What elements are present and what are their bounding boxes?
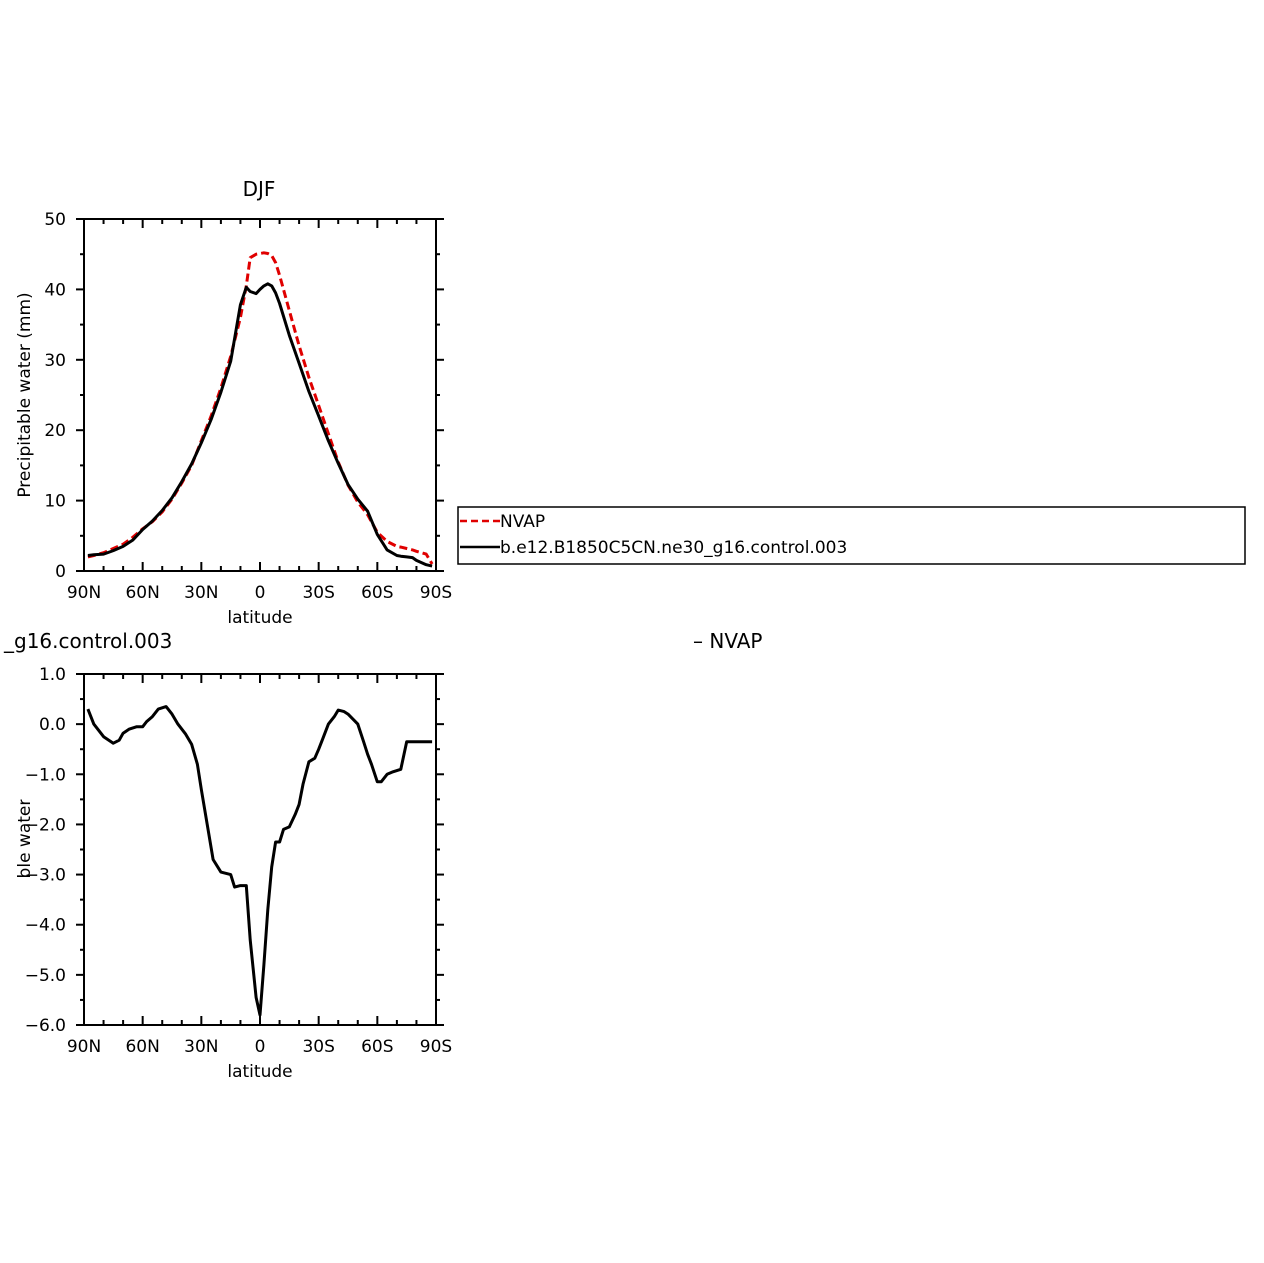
bottom-ytick-label: −6.0 bbox=[25, 1016, 66, 1036]
bottom-chart-panel: _g16.control.003 – NVAP 90N 60N 30N 0 30S 60S… bbox=[3, 629, 762, 1082]
bottom-xtick-label: 90S bbox=[420, 1037, 452, 1057]
top-y-axis-label: Precipitable water (mm) bbox=[15, 292, 35, 497]
bottom-ytick-label: −2.0 bbox=[25, 815, 66, 835]
bottom-ytick-label: 0.0 bbox=[39, 715, 66, 735]
top-plot-frame bbox=[83, 218, 437, 572]
top-chart-panel: DJF 90N 60N 30N 0 30S 60S 90S 0 10 20 30 40 50 latitu… bbox=[15, 177, 452, 628]
bottom-y-axis-label: Precipitable water (mm) bbox=[15, 747, 35, 952]
top-plot-area: 90N 60N 30N 0 30S 60S 90S 0 10 20 30 40 50 latitude Pr… bbox=[15, 210, 452, 628]
bottom-title-right: – NVAP bbox=[693, 629, 762, 653]
bottom-ytick-label: 1.0 bbox=[39, 665, 66, 685]
bottom-xtick-label: 30S bbox=[302, 1037, 334, 1057]
bottom-xtick-label: 30N bbox=[184, 1037, 218, 1057]
bottom-title-left: _g16.control.003 bbox=[3, 629, 172, 653]
top-xtick-label: 60N bbox=[125, 583, 159, 603]
bottom-xtick-label: 60S bbox=[361, 1037, 393, 1057]
top-ytick-label: 40 bbox=[44, 280, 66, 300]
top-xtick-label: 30S bbox=[302, 583, 334, 603]
top-chart-title: DJF bbox=[243, 177, 276, 201]
bottom-plot-area: 90N 60N 30N 0 30S 60S 90S 1.0 0.0 −1.0 −2.0 −3.0 −4.… bbox=[15, 665, 452, 1082]
bottom-ytick-label: −3.0 bbox=[25, 866, 66, 886]
top-xtick-label: 30N bbox=[184, 583, 218, 603]
chart-legend: NVAP b.e12.B1850C5CN.ne30_g16.control.00… bbox=[457, 506, 1246, 565]
top-x-axis-label: latitude bbox=[227, 608, 292, 628]
bottom-ytick-label: −5.0 bbox=[25, 966, 66, 986]
top-xtick-label: 90S bbox=[420, 583, 452, 603]
bottom-xtick-label: 60N bbox=[125, 1037, 159, 1057]
legend-frame bbox=[457, 506, 1246, 565]
top-series-line-b-e12-b1850c5cn-ne30-g16-control-003 bbox=[87, 282, 433, 568]
bottom-ytick-label: −1.0 bbox=[25, 765, 66, 785]
top-series-line-nvap bbox=[87, 251, 434, 565]
bottom-x-axis-label: latitude bbox=[227, 1062, 292, 1082]
legend-nvap-label: NVAP bbox=[500, 512, 545, 532]
top-ytick-label: 0 bbox=[55, 562, 66, 582]
bottom-series-line-difference bbox=[86, 705, 433, 1017]
top-ytick-label: 30 bbox=[44, 351, 66, 371]
bottom-ytick-label: −4.0 bbox=[25, 916, 66, 936]
bottom-xtick-label: 0 bbox=[255, 1037, 266, 1057]
top-xtick-label: 0 bbox=[255, 583, 266, 603]
top-xtick-label: 60S bbox=[361, 583, 393, 603]
top-ytick-label: 50 bbox=[44, 210, 66, 230]
top-ytick-label: 10 bbox=[44, 492, 66, 512]
bottom-xtick-label: 90N bbox=[67, 1037, 101, 1057]
top-xtick-label: 90N bbox=[67, 583, 101, 603]
legend-model-label: b.e12.B1850C5CN.ne30_g16.control.003 bbox=[500, 538, 847, 558]
top-ytick-label: 20 bbox=[44, 421, 66, 441]
